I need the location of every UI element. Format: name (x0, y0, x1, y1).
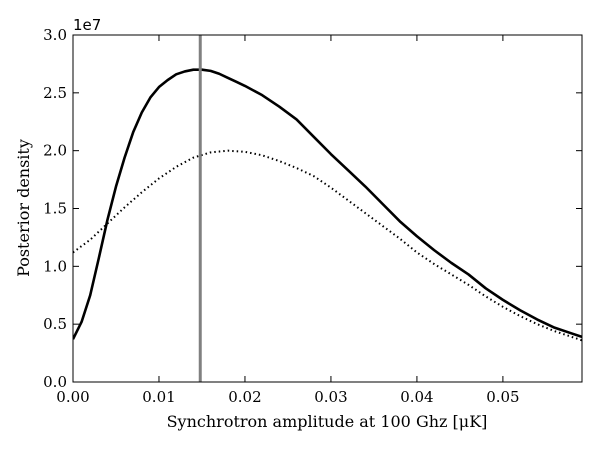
y-tick-label: 3.0 (43, 26, 67, 44)
x-tick-label: 0.03 (314, 388, 347, 406)
y-tick-label: 0.5 (43, 315, 67, 333)
x-tick-label: 0.02 (228, 388, 261, 406)
y-tick-label: 2.5 (43, 84, 67, 102)
y-tick-label: 1.5 (43, 200, 67, 218)
y-tick-label: 2.0 (43, 142, 67, 160)
series-line-solid (73, 68, 582, 340)
y-axis-ticks: 0.0 0.5 1.0 1.5 2.0 2.5 3.0 (43, 26, 582, 391)
x-tick-label: 0.04 (400, 388, 433, 406)
x-tick-label: 0.01 (142, 388, 175, 406)
y-tick-label: 1.0 (43, 257, 67, 275)
series-line-dotted (73, 149, 582, 342)
x-axis-title: Synchrotron amplitude at 100 Ghz [μK] (167, 412, 488, 431)
y-axis-title: Posterior density (14, 139, 33, 277)
y-axis-offset-label: 1e7 (73, 16, 101, 34)
x-axis-ticks: 0.00 0.01 0.02 0.03 0.04 0.05 (56, 35, 520, 406)
x-tick-label: 0.00 (56, 388, 89, 406)
y-tick-label: 0.0 (43, 373, 67, 391)
x-tick-label: 0.05 (486, 388, 519, 406)
